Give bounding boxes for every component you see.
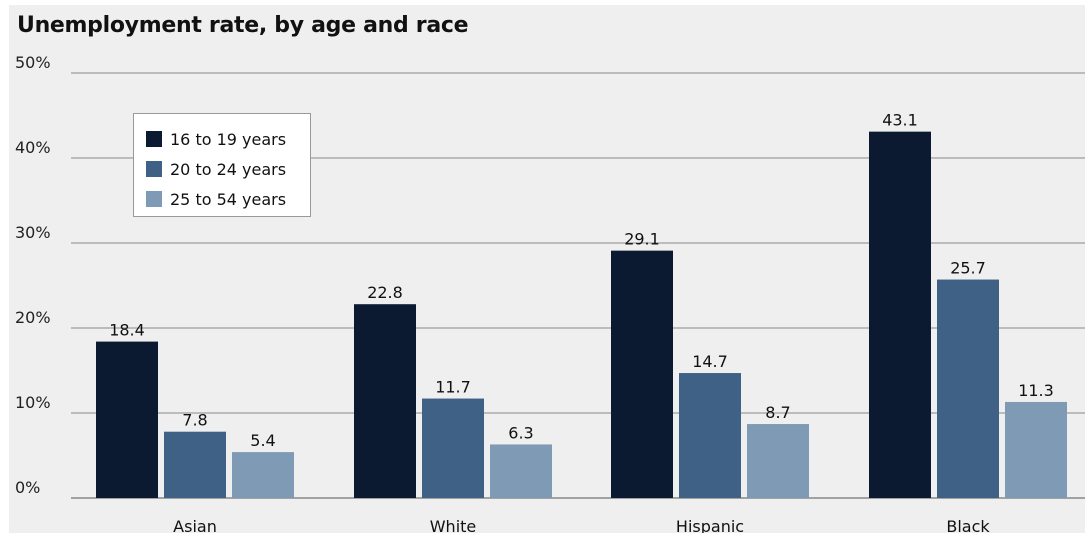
data-label: 11.7 — [435, 378, 471, 397]
chart-canvas: 0% 10% 20% 30% 40% 50% 18.4 7.8 5.4 22.8 11.7 6.3 2… — [15, 53, 1085, 533]
legend-swatch-icon — [146, 131, 162, 147]
legend-label: 20 to 24 years — [170, 159, 287, 179]
bar — [422, 398, 484, 498]
chart-panel: 0% 10% 20% 30% 40% 50% 18.4 7.8 5.4 22.8 11.7 6.3 2… — [9, 5, 1085, 533]
legend-swatch-icon — [146, 191, 162, 207]
data-label: 8.7 — [765, 403, 790, 422]
bars — [96, 131, 1067, 498]
data-label: 18.4 — [109, 321, 145, 340]
bar — [747, 424, 809, 498]
y-tick-label: 10% — [15, 393, 51, 412]
x-tick-label: Hispanic — [676, 517, 744, 533]
bar — [354, 304, 416, 498]
y-tick-label: 50% — [15, 53, 51, 72]
y-axis-ticks: 0% 10% 20% 30% 40% 50% — [15, 53, 51, 497]
legend-swatch-icon — [146, 161, 162, 177]
legend-item: 16 to 19 years — [146, 124, 300, 154]
legend-item: 25 to 54 years — [146, 184, 300, 214]
bar — [1005, 401, 1067, 498]
y-tick-label: 30% — [15, 223, 51, 242]
legend-label: 16 to 19 years — [170, 129, 287, 149]
x-tick-label: Black — [946, 517, 990, 533]
data-label: 6.3 — [508, 423, 533, 442]
x-axis-ticks: Asian White Hispanic Black — [173, 517, 990, 533]
legend-label: 25 to 54 years — [170, 189, 287, 209]
bar — [611, 250, 673, 498]
legend-item: 20 to 24 years — [146, 154, 300, 184]
legend: 16 to 19 years 20 to 24 years 25 to 54 y… — [133, 113, 311, 217]
y-tick-label: 40% — [15, 138, 51, 157]
data-label: 5.4 — [250, 431, 275, 450]
data-label: 14.7 — [692, 352, 728, 371]
bar — [937, 279, 999, 498]
x-tick-label: Asian — [173, 517, 217, 533]
data-label: 29.1 — [624, 230, 660, 249]
x-tick-label: White — [430, 517, 477, 533]
bar — [232, 452, 294, 498]
data-label: 22.8 — [367, 283, 403, 302]
bar — [490, 444, 552, 498]
y-tick-label: 20% — [15, 308, 51, 327]
bar — [679, 373, 741, 498]
data-label: 43.1 — [882, 111, 918, 130]
bar — [869, 131, 931, 498]
y-tick-label: 0% — [15, 478, 40, 497]
bar — [164, 431, 226, 498]
bar — [96, 341, 158, 498]
data-labels: 18.4 7.8 5.4 22.8 11.7 6.3 29.1 14.7 8.7 43.1 25.7… — [109, 111, 1054, 450]
data-label: 25.7 — [950, 259, 986, 278]
chart-title: Unemployment rate, by age and race — [17, 13, 469, 38]
data-label: 11.3 — [1018, 381, 1054, 400]
data-label: 7.8 — [182, 411, 207, 430]
